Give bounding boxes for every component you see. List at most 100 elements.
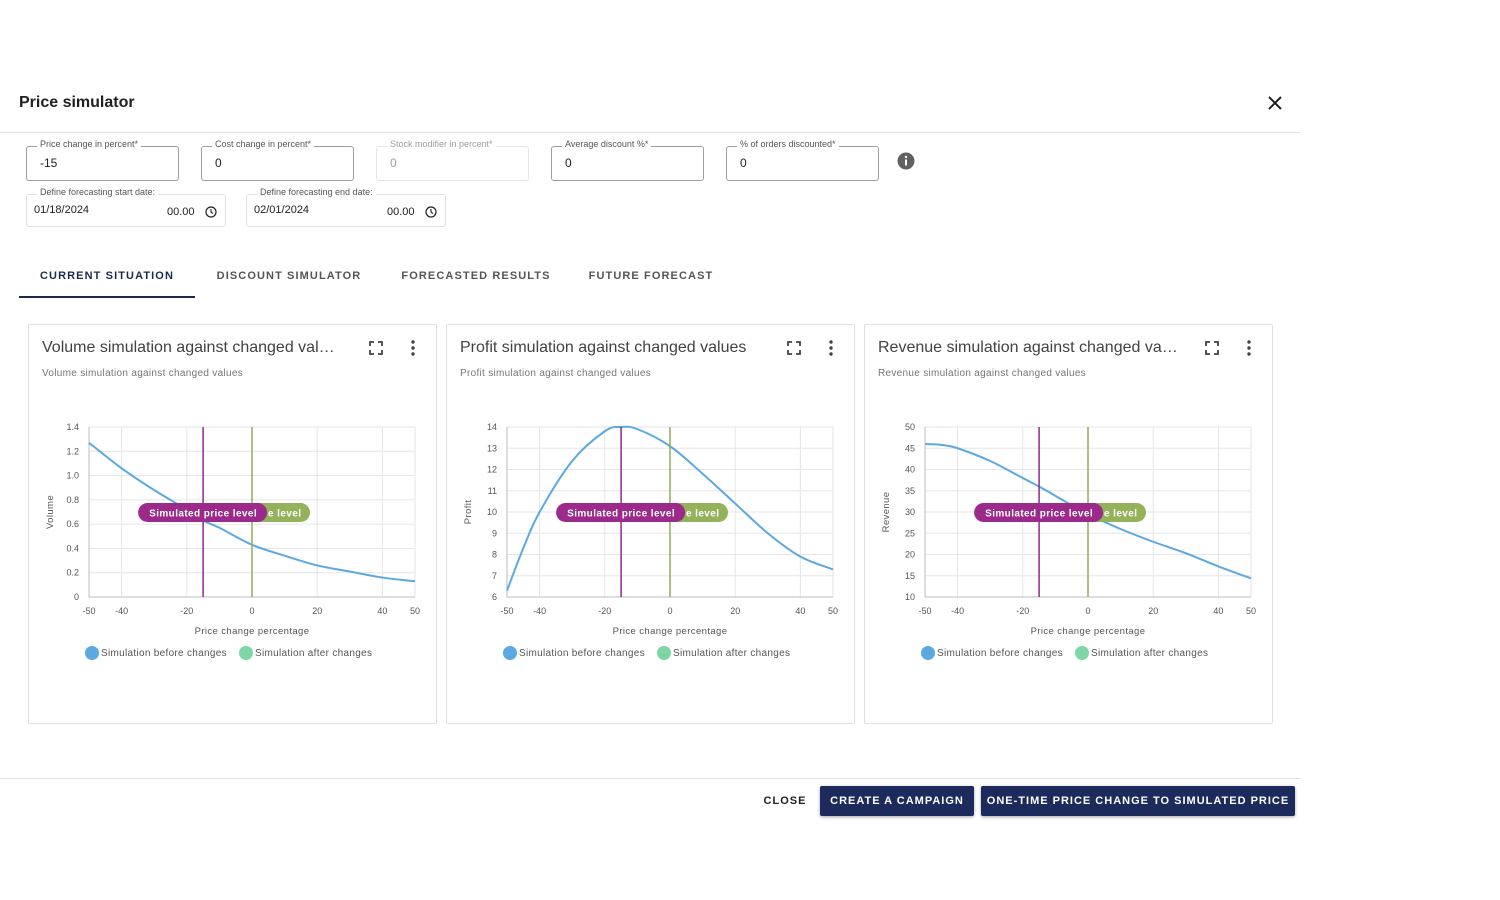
x-tick-label: -40 xyxy=(951,606,964,616)
legend-label: Simulation before changes xyxy=(519,647,645,659)
clock-icon[interactable] xyxy=(425,206,437,218)
card-subtitle: Volume simulation against changed values xyxy=(42,368,244,379)
more-vert-icon[interactable] xyxy=(1246,340,1252,356)
y-tick-label: 15 xyxy=(905,571,915,581)
average-discount-field[interactable]: Average discount %* 0 xyxy=(551,139,704,181)
end-date-value[interactable]: 02/01/2024 xyxy=(254,204,310,216)
y-tick-label: 50 xyxy=(905,422,915,432)
fullscreen-icon[interactable] xyxy=(787,341,801,355)
y-tick-label: 0.8 xyxy=(66,495,79,505)
tab-forecasted-results[interactable]: FORECASTED RESULTS xyxy=(401,270,551,282)
revenue-chart-card: Revenue simulation against changed value… xyxy=(864,324,1273,724)
x-tick-label: 20 xyxy=(312,606,322,616)
start-date-value[interactable]: 01/18/2024 xyxy=(34,204,90,216)
info-icon[interactable] xyxy=(897,152,915,170)
chart-legend: Simulation before changes Simulation aft… xyxy=(29,645,438,663)
stock-modifier-value: 0 xyxy=(390,156,397,170)
legend-item-before[interactable]: Simulation before changes xyxy=(85,646,227,660)
chart-legend: Simulation before changes Simulation aft… xyxy=(447,645,856,663)
close-icon[interactable] xyxy=(1263,91,1287,115)
end-date-field[interactable]: Define forecasting end date: 02/01/2024 … xyxy=(246,187,446,227)
x-tick-label: 0 xyxy=(1085,606,1090,616)
close-button[interactable]: CLOSE xyxy=(763,795,807,807)
x-tick-label: 50 xyxy=(1246,606,1256,616)
series-line xyxy=(924,443,1252,580)
cost-change-label: Cost change in percent* xyxy=(212,139,315,149)
create-campaign-button[interactable]: CREATE A CAMPAIGN xyxy=(820,786,974,816)
volume-chart-card: Volume simulation against changed values… xyxy=(28,324,437,724)
current-price-badge-label: e level xyxy=(268,509,301,520)
fullscreen-icon[interactable] xyxy=(369,341,383,355)
legend-dot-icon xyxy=(239,646,253,660)
orders-discounted-label: % of orders discounted* xyxy=(737,139,839,149)
y-tick-label: 13 xyxy=(487,443,497,453)
one-time-price-change-button[interactable]: ONE-TIME PRICE CHANGE TO SIMULATED PRICE xyxy=(981,786,1295,816)
start-date-label: Define forecasting start date: xyxy=(37,187,159,197)
orders-discounted-value[interactable]: 0 xyxy=(740,156,747,170)
legend-label: Simulation after changes xyxy=(255,647,373,659)
dialog-header: Price simulator xyxy=(0,80,1300,133)
x-tick-label: -40 xyxy=(115,606,128,616)
profit-chart: 6 7 8 9 10 11 12 13 14 -50 -40 -20 0 20 40 50 Price chan… xyxy=(463,422,838,637)
y-tick-label: 12 xyxy=(487,465,497,475)
x-tick-label: -50 xyxy=(500,606,513,616)
legend-item-before[interactable]: Simulation before changes xyxy=(503,646,645,660)
end-date-label: Define forecasting end date: xyxy=(257,187,376,197)
more-vert-icon[interactable] xyxy=(828,340,834,356)
x-tick-label: -20 xyxy=(598,606,611,616)
y-tick-label: 7 xyxy=(492,571,497,581)
cost-change-field[interactable]: Cost change in percent* 0 xyxy=(201,139,354,181)
x-tick-label: 0 xyxy=(249,606,254,616)
end-time-value[interactable]: 00.00 xyxy=(387,206,415,218)
x-tick-label: 20 xyxy=(730,606,740,616)
simulated-price-badge-label: Simulated price level xyxy=(149,509,257,520)
chart-legend: Simulation before changes Simulation aft… xyxy=(865,645,1274,663)
price-change-field[interactable]: Price change in percent* -15 xyxy=(26,139,179,181)
y-tick-label: 25 xyxy=(905,528,915,538)
footer-divider xyxy=(0,778,1300,779)
legend-item-after[interactable]: Simulation after changes xyxy=(1075,646,1208,660)
y-tick-label: 6 xyxy=(492,592,497,602)
orders-discounted-field[interactable]: % of orders discounted* 0 xyxy=(726,139,879,181)
tab-discount-simulator[interactable]: DISCOUNT SIMULATOR xyxy=(216,270,362,282)
price-change-value[interactable]: -15 xyxy=(40,156,58,170)
fullscreen-icon[interactable] xyxy=(1205,341,1219,355)
start-time-value[interactable]: 00.00 xyxy=(167,206,195,218)
average-discount-value[interactable]: 0 xyxy=(565,156,572,170)
legend-item-after[interactable]: Simulation after changes xyxy=(657,646,790,660)
y-tick-label: 10 xyxy=(487,507,497,517)
legend-dot-icon xyxy=(1075,646,1089,660)
y-tick-label: 0.2 xyxy=(66,568,79,578)
series-line xyxy=(506,425,834,591)
legend-dot-icon xyxy=(503,646,517,660)
y-tick-label: 1.4 xyxy=(66,422,79,432)
revenue-chart: 10 15 20 25 30 35 40 45 50 -50 -40 -20 0 20 40 50 Price … xyxy=(881,422,1256,637)
cost-change-value[interactable]: 0 xyxy=(215,156,222,170)
y-tick-label: 9 xyxy=(492,528,497,538)
card-subtitle: Revenue simulation against changed value… xyxy=(878,368,1086,379)
tab-future-forecast[interactable]: FUTURE FORECAST xyxy=(588,270,714,282)
legend-dot-icon xyxy=(657,646,671,660)
clock-icon[interactable] xyxy=(205,206,217,218)
x-tick-label: -20 xyxy=(180,606,193,616)
legend-label: Simulation before changes xyxy=(101,647,227,659)
more-vert-icon[interactable] xyxy=(410,340,416,356)
y-tick-label: 1.2 xyxy=(66,446,79,456)
legend-item-after[interactable]: Simulation after changes xyxy=(239,646,372,660)
start-date-field[interactable]: Define forecasting start date: 01/18/202… xyxy=(26,187,226,227)
tab-current-situation[interactable]: CURRENT SITUATION xyxy=(19,262,195,298)
legend-label: Simulation before changes xyxy=(937,647,1063,659)
stock-modifier-field: Stock modifier in percent* 0 xyxy=(376,139,529,181)
price-change-label: Price change in percent* xyxy=(37,139,142,149)
x-tick-label: -40 xyxy=(533,606,546,616)
y-tick-label: 35 xyxy=(905,486,915,496)
card-title: Volume simulation against changed values xyxy=(42,339,342,356)
y-tick-label: 14 xyxy=(487,422,497,432)
y-tick-label: 1.0 xyxy=(66,471,79,481)
current-price-badge-label: e level xyxy=(686,509,719,520)
x-axis-label: Price change percentage xyxy=(1031,626,1146,637)
legend-item-before[interactable]: Simulation before changes xyxy=(921,646,1063,660)
y-tick-label: 10 xyxy=(905,592,915,602)
simulated-price-badge-label: Simulated price level xyxy=(985,509,1093,520)
y-tick-label: 0.6 xyxy=(66,519,79,529)
